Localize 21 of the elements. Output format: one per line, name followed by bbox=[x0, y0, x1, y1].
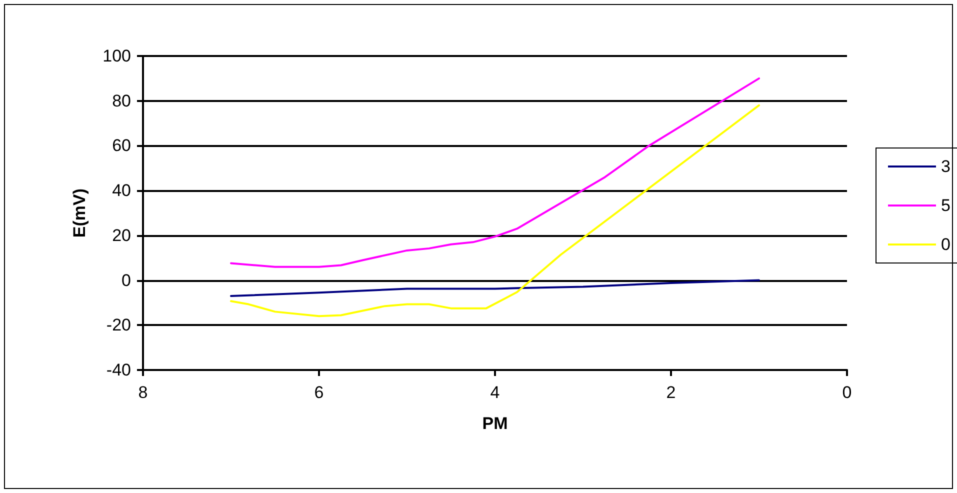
y-tick-label: -40 bbox=[106, 360, 131, 380]
y-axis-title: E(mV) bbox=[70, 188, 89, 238]
y-tick-label: 100 bbox=[102, 46, 131, 66]
x-tick-label: 2 bbox=[666, 383, 676, 402]
line-series bbox=[230, 104, 760, 318]
x-tick-label: 4 bbox=[490, 383, 500, 402]
legend-label: 0 bbox=[941, 235, 950, 254]
line-series bbox=[230, 77, 760, 268]
x-tick-label: 6 bbox=[314, 383, 324, 402]
line-series bbox=[230, 279, 760, 297]
y-tick-label: 80 bbox=[112, 91, 131, 110]
x-tick-label: 0 bbox=[842, 383, 852, 402]
x-axis-title: PM bbox=[482, 414, 508, 433]
legend-label: 3 bbox=[941, 157, 950, 176]
y-tick-label: -20 bbox=[106, 316, 131, 335]
x-tick-label: 8 bbox=[138, 383, 148, 402]
y-tick-label: 20 bbox=[112, 226, 131, 245]
y-tick-label: 60 bbox=[112, 136, 131, 156]
y-tick-label: 40 bbox=[112, 181, 131, 200]
legend-label: 5 bbox=[941, 196, 950, 215]
y-tick-label: 0 bbox=[122, 270, 131, 290]
